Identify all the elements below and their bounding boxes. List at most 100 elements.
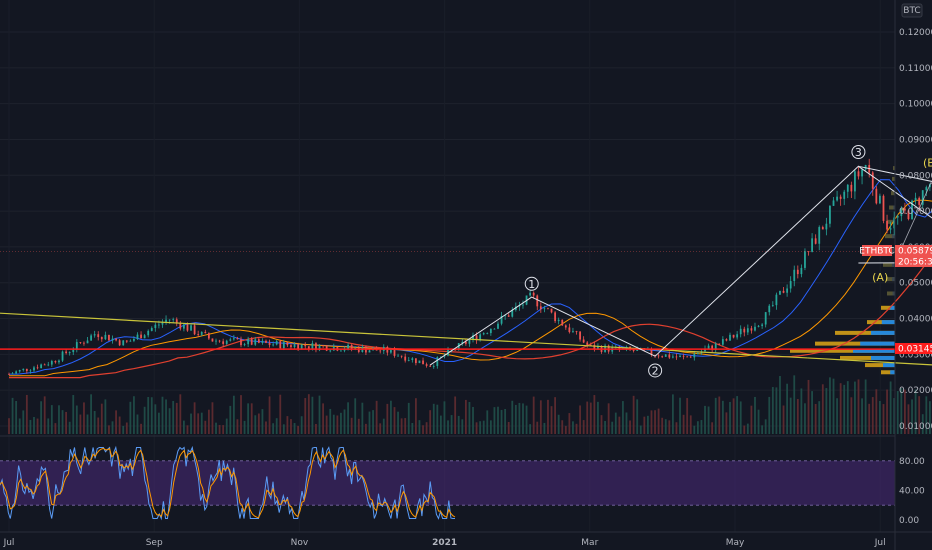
volume-bar (911, 399, 913, 434)
candle-body (711, 345, 714, 350)
volume-profile-row-up (860, 341, 895, 346)
volume-profile-row (815, 341, 895, 346)
volume-bar (779, 376, 781, 434)
candle-body (721, 339, 724, 345)
candle-body (561, 319, 564, 326)
volume-profile-row (790, 348, 895, 353)
candle-body (725, 339, 728, 341)
candle-body (165, 319, 167, 323)
volume-bar (754, 396, 756, 434)
volume-bar (696, 421, 699, 434)
candle-body (200, 331, 203, 335)
candle-body (529, 292, 532, 296)
volume-bar (554, 397, 557, 434)
volume-bar (796, 399, 799, 434)
volume-bar (829, 377, 831, 434)
volume-bar (732, 398, 735, 434)
candle-body (122, 340, 125, 346)
volume-bar (700, 420, 703, 434)
volume-bar (393, 407, 396, 434)
volume-bar (597, 401, 599, 434)
candle-body (586, 342, 589, 345)
price-tick-label: 0.080000 (899, 171, 932, 181)
volume-bar (818, 401, 821, 434)
candle-body (597, 346, 599, 350)
candle-body (143, 335, 146, 339)
volume-bar (357, 418, 360, 434)
volume-bar (175, 402, 178, 434)
volume-bar (632, 395, 635, 434)
candle-body (150, 328, 153, 331)
candle-body (322, 345, 324, 347)
volume-bar (482, 420, 485, 434)
volume-bar (804, 403, 806, 434)
candle-body (746, 328, 749, 333)
volume-bar (614, 412, 617, 434)
candle-body (539, 306, 542, 310)
volume-profile-row (886, 277, 895, 282)
volume-profile-row-up (890, 370, 895, 375)
volume-bar (746, 423, 749, 434)
volume-bar (654, 410, 656, 434)
candle-body (368, 350, 371, 353)
candle-body (68, 352, 71, 354)
volume-profile-row (893, 166, 895, 171)
volume-bar (889, 381, 892, 434)
volume-bar (143, 406, 146, 434)
candle-body (757, 325, 760, 327)
volume-bar (422, 425, 424, 434)
volume-bar (907, 404, 910, 434)
volume-bar (43, 396, 46, 434)
price-tick-label: 0.040000 (899, 315, 932, 325)
candle-body (329, 350, 332, 352)
volume-bar (322, 403, 324, 434)
price-tick-label: 0.050000 (899, 279, 932, 289)
candle-body (896, 216, 899, 218)
volume-bar (439, 415, 442, 434)
volume-bar (457, 415, 460, 434)
volume-bar (129, 401, 132, 434)
volume-bar (604, 421, 606, 434)
price-tick-label: 0.070000 (899, 207, 932, 217)
volume-bar (436, 404, 439, 434)
volume-bar (336, 415, 339, 434)
volume-bar (821, 384, 824, 434)
candle-body (511, 310, 514, 317)
volume-bar (625, 412, 628, 434)
time-tick-label: Jul (874, 538, 886, 548)
oscillator-tick-label: 80.00 (899, 457, 925, 467)
candle-body (829, 205, 831, 224)
candle-body (172, 319, 175, 321)
volume-bar (689, 415, 692, 434)
candle-body (100, 337, 103, 340)
volume-bar (304, 398, 307, 434)
currency-button[interactable] (901, 3, 923, 18)
volume-bar (361, 402, 364, 434)
volume-bar (532, 396, 535, 434)
candle-body (222, 341, 225, 344)
volume-bar (133, 396, 135, 434)
price-tick-label: 0.010000 (899, 422, 932, 432)
volume-bar (814, 403, 817, 434)
volume-bar (900, 388, 903, 434)
candle-body (286, 342, 289, 346)
volume-bar (54, 423, 57, 434)
volume-bar (325, 415, 328, 434)
candle-body (61, 351, 64, 361)
volume-profile-row-up (893, 205, 895, 210)
volume-bar (161, 396, 164, 434)
volume-bar (686, 398, 689, 434)
candle-body (732, 334, 735, 338)
volume-bar (215, 422, 217, 434)
volume-bar (293, 423, 296, 434)
candle-body (718, 343, 721, 345)
candle-body (454, 349, 457, 351)
volume-bar (115, 410, 117, 434)
price-pane[interactable] (0, 0, 895, 436)
candle-body (72, 349, 75, 353)
volume-bar (261, 409, 264, 434)
volume-bar (83, 402, 85, 434)
volume-bar (861, 398, 863, 434)
volume-profile-row-up (892, 234, 895, 239)
